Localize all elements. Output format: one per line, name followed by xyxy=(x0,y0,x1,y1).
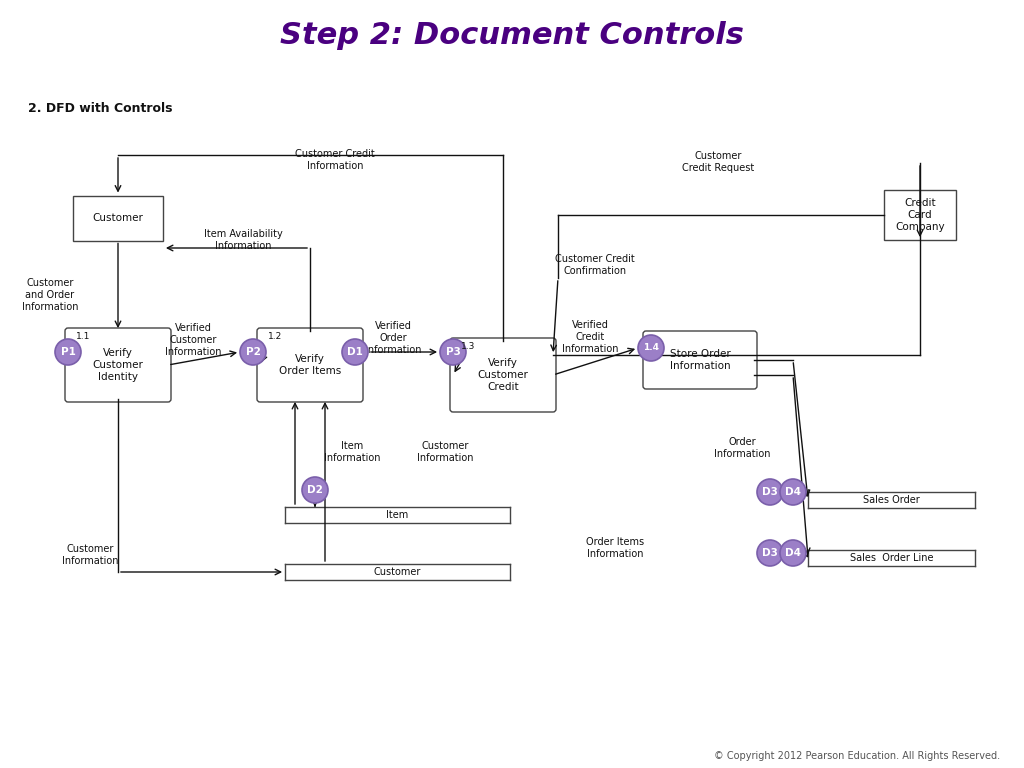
Text: Verify
Customer
Credit: Verify Customer Credit xyxy=(477,358,528,392)
Text: Customer
and Order
Information: Customer and Order Information xyxy=(22,277,78,313)
Text: Customer Credit
Confirmation: Customer Credit Confirmation xyxy=(555,253,635,276)
Text: D4: D4 xyxy=(785,548,801,558)
Circle shape xyxy=(302,477,328,503)
Text: Item: Item xyxy=(386,510,409,520)
Text: Customer: Customer xyxy=(92,213,143,223)
Text: P1: P1 xyxy=(60,347,76,357)
Circle shape xyxy=(342,339,368,365)
Text: Order
Information: Order Information xyxy=(714,437,770,459)
Text: Order Items
Information: Order Items Information xyxy=(586,537,644,559)
Circle shape xyxy=(780,479,806,505)
Text: D3: D3 xyxy=(762,487,778,497)
Text: D4: D4 xyxy=(785,487,801,497)
Text: 1.2: 1.2 xyxy=(268,332,283,341)
Text: 1.4: 1.4 xyxy=(643,343,659,353)
Bar xyxy=(884,190,956,240)
Text: Credit
Card
Company: Credit Card Company xyxy=(895,197,945,233)
Circle shape xyxy=(757,540,783,566)
Text: Customer
Information: Customer Information xyxy=(417,441,473,463)
Circle shape xyxy=(440,339,466,365)
Text: Verified
Credit
Information: Verified Credit Information xyxy=(562,319,618,354)
Text: © Copyright 2012 Pearson Education. All Rights Reserved.: © Copyright 2012 Pearson Education. All … xyxy=(714,751,1000,761)
Text: Verify
Customer
Identity: Verify Customer Identity xyxy=(92,348,143,382)
Circle shape xyxy=(780,540,806,566)
Text: Customer
Credit Request: Customer Credit Request xyxy=(682,151,754,174)
Circle shape xyxy=(55,339,81,365)
Text: P3: P3 xyxy=(445,347,461,357)
Text: 2. DFD with Controls: 2. DFD with Controls xyxy=(28,101,172,114)
Text: Sales  Order Line: Sales Order Line xyxy=(850,553,933,563)
Text: Item
Information: Item Information xyxy=(324,441,380,463)
Text: P2: P2 xyxy=(246,347,260,357)
FancyBboxPatch shape xyxy=(65,328,171,402)
FancyBboxPatch shape xyxy=(450,338,556,412)
Circle shape xyxy=(240,339,266,365)
FancyBboxPatch shape xyxy=(643,331,757,389)
Text: D2: D2 xyxy=(307,485,323,495)
Text: Customer: Customer xyxy=(374,567,421,577)
Text: D3: D3 xyxy=(762,548,778,558)
Text: Verified
Order
Information: Verified Order Information xyxy=(365,320,421,356)
Text: Verified
Customer
Information: Verified Customer Information xyxy=(165,323,221,357)
Text: Sales Order: Sales Order xyxy=(863,495,920,505)
FancyBboxPatch shape xyxy=(257,328,362,402)
Text: Item Availability
Information: Item Availability Information xyxy=(204,229,283,251)
Text: Verify
Order Items: Verify Order Items xyxy=(279,354,341,376)
Text: D1: D1 xyxy=(347,347,362,357)
Text: 1.1: 1.1 xyxy=(76,332,90,341)
Text: 1.3: 1.3 xyxy=(461,342,475,351)
Bar xyxy=(73,196,163,240)
Text: Store Order
Information: Store Order Information xyxy=(670,349,730,371)
Circle shape xyxy=(638,335,664,361)
Text: Customer Credit
Information: Customer Credit Information xyxy=(295,149,375,171)
Circle shape xyxy=(757,479,783,505)
Text: Step 2: Document Controls: Step 2: Document Controls xyxy=(280,21,744,49)
Text: Customer
Information: Customer Information xyxy=(61,544,118,566)
